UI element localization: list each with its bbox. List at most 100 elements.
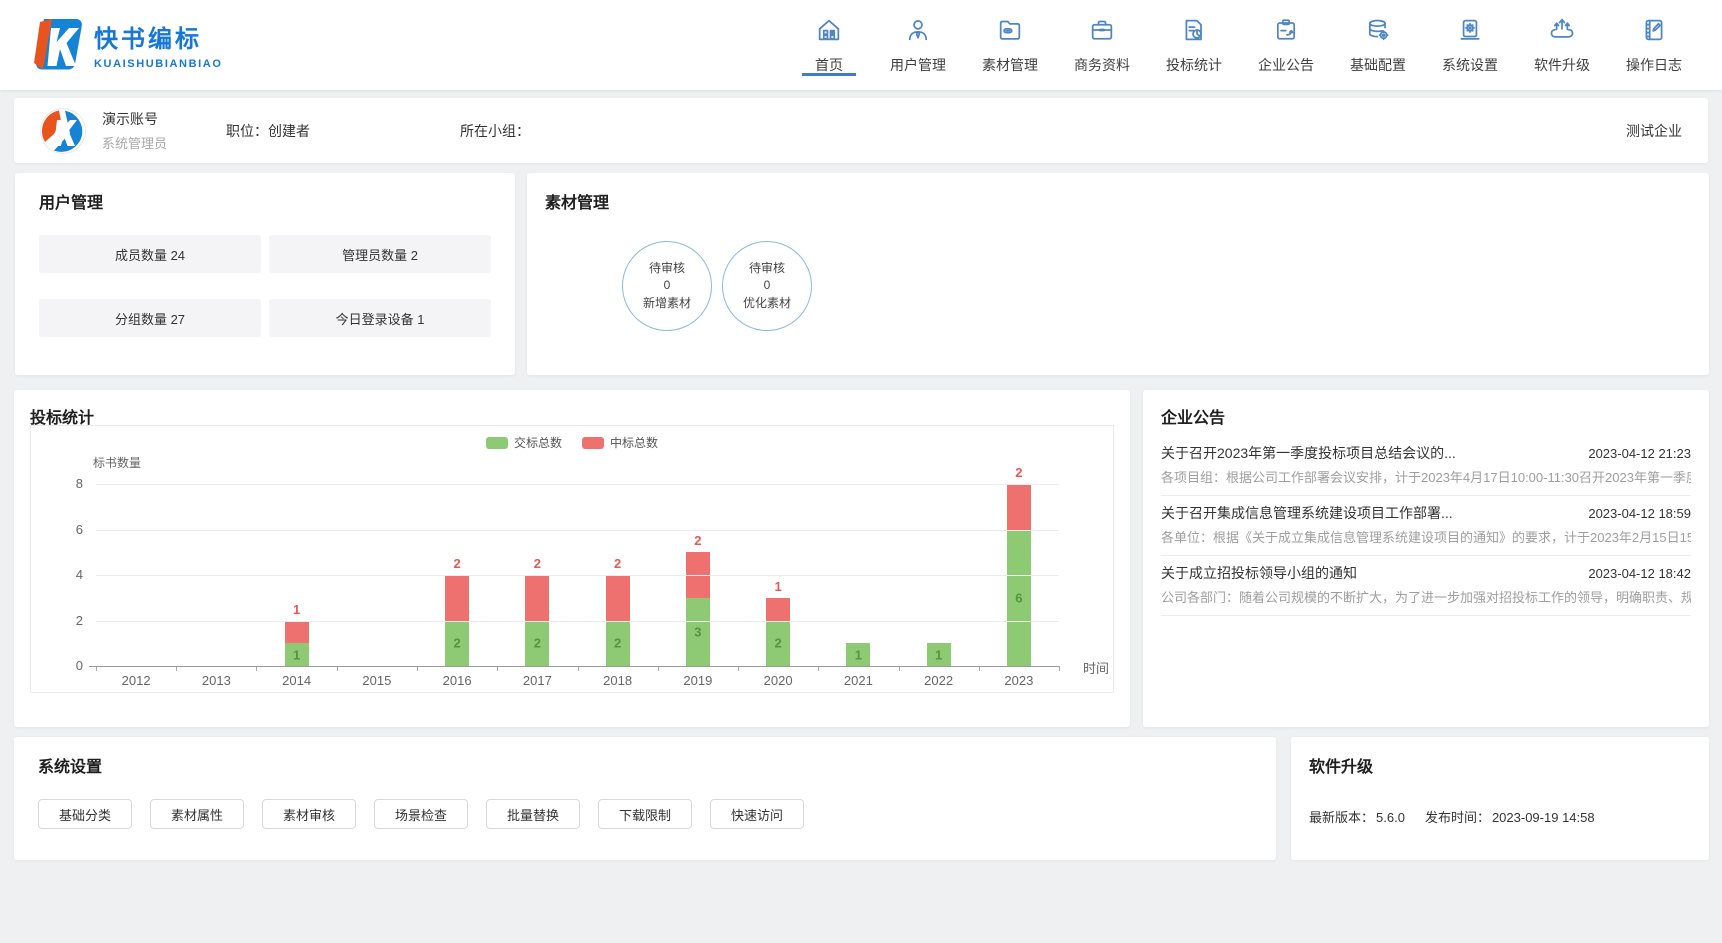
settings-button[interactable]: 素材审核 (262, 799, 356, 829)
bar-segment-submitted: 2 (445, 620, 470, 666)
release-time-value: 2023-09-19 14:58 (1491, 810, 1595, 825)
settings-button[interactable]: 快速访问 (710, 799, 804, 829)
gridline (96, 484, 1059, 485)
version-label: 最新版本： (1309, 810, 1375, 825)
nav-item-label: 操作日志 (1626, 57, 1682, 73)
y-tick-label: 2 (75, 612, 83, 628)
user-stats-grid: 成员数量 24 管理员数量 2 分组数量 27 今日登录设备 1 (39, 235, 491, 337)
nav-item-label: 系统设置 (1442, 57, 1498, 73)
bar-segment-won (766, 597, 791, 621)
bar-value-won: 1 (293, 601, 301, 617)
bar-column-2022: 1 (899, 484, 979, 666)
database-icon (1364, 16, 1392, 49)
user-stat-button[interactable]: 今日登录设备 1 (269, 299, 491, 337)
app-logo[interactable]: 快书编标 KUAISHUBIANBIAO (30, 16, 223, 72)
x-axis-line (89, 666, 1059, 667)
nav-item-label: 用户管理 (890, 57, 946, 73)
nav-item-system-settings[interactable]: 系统设置 (1436, 0, 1504, 90)
nav-item-operation-logs[interactable]: 操作日志 (1620, 0, 1688, 90)
bar-segment-won (445, 575, 470, 621)
stacked-bar[interactable]: 2 (605, 575, 630, 666)
user-management-panel: 用户管理 成员数量 24 管理员数量 2 分组数量 27 今日登录设备 1 (15, 173, 515, 375)
x-labels: 2012 2013 2014 2015 2016 2017 2018 2019 2020 2021… (96, 673, 1059, 688)
announcement-excerpt: 各项目组：根据公司工作部署会议安排，计于2023年4月17日10:00-11:3… (1161, 470, 1691, 485)
announcement-item[interactable]: 关于召开2023年第一季度投标项目总结会议的... 2023-04-12 21:2… (1161, 436, 1691, 496)
announcement-item[interactable]: 关于召开集成信息管理系统建设项目工作部署... 2023-04-12 18:59 各… (1161, 496, 1691, 556)
nav-item-software-upgrade[interactable]: 软件升级 (1528, 0, 1596, 90)
settings-button[interactable]: 素材属性 (150, 799, 244, 829)
version-value: 5.6.0 (1376, 810, 1405, 825)
user-info-bar: 演示账号 系统管理员 职位：创建者 所在小组： 测试企业 (14, 98, 1708, 163)
stacked-bar[interactable]: 3 (685, 552, 710, 666)
bar-segment-submitted: 2 (766, 620, 791, 666)
bar-value-won: 2 (694, 533, 702, 549)
bar-value-won: 1 (774, 578, 782, 594)
nav-item-user-mgmt[interactable]: 用户管理 (884, 0, 952, 90)
stacked-bar[interactable]: 6 (1006, 484, 1031, 666)
stacked-bar[interactable]: 2 (525, 575, 550, 666)
x-tick-label: 2020 (763, 673, 793, 688)
stacked-bar[interactable]: 1 (846, 643, 871, 666)
legend-item[interactable]: 中标总数 (582, 434, 658, 451)
software-upgrade-info: 最新版本： 5.6.0 发布时间： 2023-09-19 14:58 (1309, 807, 1691, 826)
circle-count: 0 (663, 278, 671, 293)
nav-item-material-mgmt[interactable]: 素材管理 (976, 0, 1044, 90)
axis-tick (497, 666, 499, 671)
bar-column-2021: 1 (818, 484, 898, 666)
x-tick-label: 2012 (121, 673, 151, 688)
bar-value-submitted: 2 (453, 635, 461, 651)
circle-status: 待审核 (748, 260, 785, 275)
material-management-title: 素材管理 (545, 195, 610, 212)
nav-item-business-docs[interactable]: 商务资料 (1068, 0, 1136, 90)
settings-button[interactable]: 场景检查 (374, 799, 468, 829)
bar-segment-submitted: 1 (926, 643, 951, 666)
stacked-bar[interactable]: 2 (766, 597, 791, 666)
user-names: 演示账号 系统管理员 (102, 109, 212, 152)
announcement-head: 关于成立招投标领导小组的通知 2023-04-12 18:42 (1161, 563, 1691, 583)
bar-segment-submitted: 1 (846, 643, 871, 666)
x-ticks (96, 666, 1060, 671)
x-tick-label: 2022 (924, 673, 954, 688)
company-name[interactable]: 测试企业 (1626, 122, 1682, 139)
bar-segment-won (284, 620, 309, 644)
nav-item-home[interactable]: 首页 (798, 0, 860, 90)
clipboard-icon (1272, 16, 1300, 49)
nav-item-base-config[interactable]: 基础配置 (1344, 0, 1412, 90)
legend-item[interactable]: 交标总数 (485, 434, 562, 451)
stacked-bar[interactable]: 1 (284, 620, 309, 666)
bar-value-submitted: 2 (774, 635, 782, 651)
bar-value-submitted: 2 (614, 635, 622, 651)
user-stat-button[interactable]: 分组数量 27 (39, 299, 261, 337)
x-tick-label: 2019 (683, 673, 713, 688)
bar-segment-submitted: 3 (685, 597, 710, 666)
nav-item-announcements[interactable]: 企业公告 (1252, 0, 1320, 90)
material-review-circle[interactable]: 待审核 0 新增素材 (622, 241, 712, 331)
position-field: 职位：创建者 (226, 121, 310, 141)
settings-button[interactable]: 下载限制 (598, 799, 692, 829)
user-stat-button[interactable]: 管理员数量 2 (269, 235, 491, 273)
material-review-circle[interactable]: 待审核 0 优化素材 (722, 241, 812, 331)
axis-tick (336, 666, 338, 671)
settings-button[interactable]: 基础分类 (38, 799, 132, 829)
axis-tick (898, 666, 900, 671)
user-stat-button[interactable]: 成员数量 24 (39, 235, 261, 273)
bar-segment-won (1006, 484, 1031, 530)
nav-item-bid-stats[interactable]: 投标统计 (1160, 0, 1228, 90)
stacked-bar[interactable]: 1 (926, 643, 951, 666)
settings-button[interactable]: 批量替换 (486, 799, 580, 829)
stacked-bar[interactable]: 2 (445, 575, 470, 666)
announcement-title: 关于召开集成信息管理系统建设项目工作部署... (1161, 505, 1453, 521)
x-axis-title: 时间 (1082, 661, 1109, 676)
bar-value-won: 2 (614, 556, 622, 571)
axis-tick (256, 666, 258, 671)
bar-value-submitted: 3 (694, 624, 702, 640)
legend-label: 交标总数 (513, 436, 562, 450)
announcement-excerpt: 各单位：根据《关于成立集成信息管理系统建设项目的通知》的要求，计于2023年2月… (1161, 530, 1691, 545)
group-label: 所在小组： (460, 122, 530, 139)
doc-chart-icon (1180, 16, 1208, 49)
announcement-item[interactable]: 关于成立招投标领导小组的通知 2023-04-12 18:42 公司各部门：随着公司… (1161, 556, 1691, 616)
user-name: 演示账号 (102, 111, 158, 127)
